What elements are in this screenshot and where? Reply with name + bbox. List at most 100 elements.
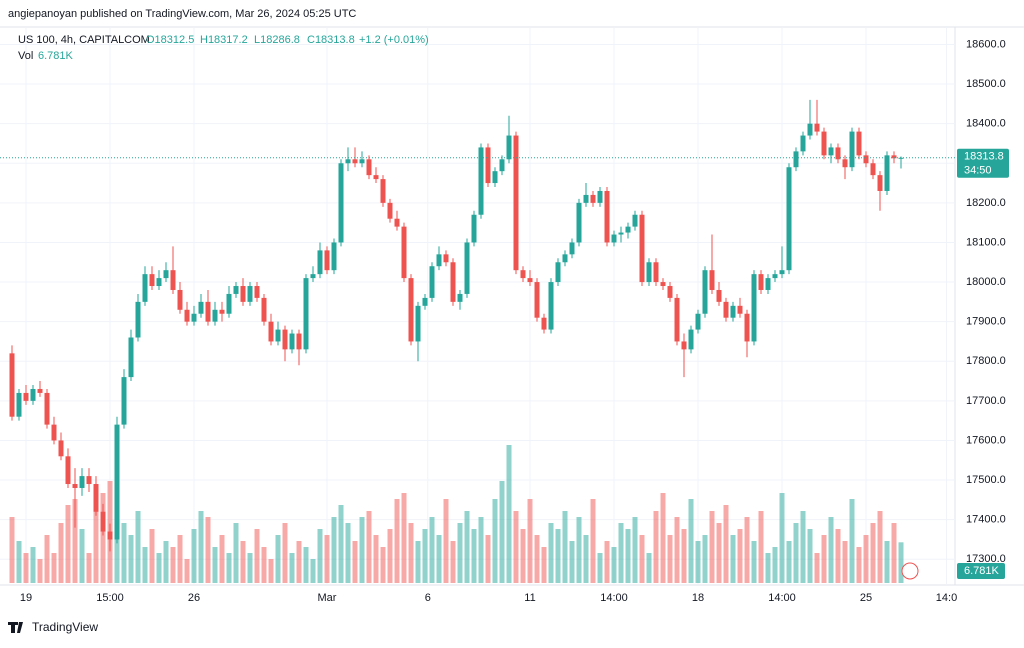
candle-body <box>121 377 127 425</box>
volume-bar <box>450 541 456 583</box>
candle-body <box>513 135 519 271</box>
x-tick-label: 6 <box>425 592 431 604</box>
volume-bar <box>261 547 267 583</box>
candle-body <box>828 147 834 156</box>
candle-body <box>394 218 400 227</box>
volume-bar <box>464 511 470 583</box>
candle-body <box>751 274 757 342</box>
volume-bar <box>163 541 169 583</box>
volume-bar <box>471 529 477 583</box>
volume-bar <box>443 499 449 583</box>
candle-body <box>100 511 106 532</box>
volume-bar <box>485 535 491 583</box>
candle-body <box>863 155 869 164</box>
volume-bar <box>352 541 358 583</box>
candle-body <box>765 278 771 290</box>
candle-body <box>114 424 120 540</box>
candle-body <box>492 171 498 184</box>
volume-bar <box>702 535 708 583</box>
y-tick-label: 17300.0 <box>966 553 1006 565</box>
volume-bar <box>296 541 302 583</box>
ohlc-low: L18286.8 <box>254 34 300 46</box>
volume-bar <box>198 511 204 583</box>
y-tick-label: 17600.0 <box>966 434 1006 446</box>
volume-bar <box>247 553 253 583</box>
volume-bar <box>387 529 393 583</box>
candle-body <box>198 301 204 314</box>
volume-bar <box>576 517 582 583</box>
candle-body <box>800 135 806 152</box>
volume-bar <box>758 511 764 583</box>
candle-body <box>170 270 176 290</box>
volume-bar <box>555 529 561 583</box>
candle-body <box>422 297 428 306</box>
y-tick-label: 18100.0 <box>966 236 1006 248</box>
x-tick-label: 19 <box>20 592 32 604</box>
volume-bar <box>240 541 246 583</box>
volume-bar <box>212 547 218 583</box>
volume-bar <box>310 559 316 583</box>
volume-bar <box>625 529 631 583</box>
candles <box>9 99 904 552</box>
y-tick-label: 17700.0 <box>966 395 1006 407</box>
volume-bar <box>422 529 428 583</box>
volume-bar <box>786 541 792 583</box>
candle-body <box>240 286 246 302</box>
candle-body <box>716 289 722 302</box>
volume-bar <box>142 547 148 583</box>
volume-bar <box>492 499 498 583</box>
volume-bar <box>744 517 750 583</box>
candle-body <box>534 282 540 318</box>
ohlc-close: C18313.8 <box>307 34 355 46</box>
candle-body <box>702 270 708 314</box>
volume-bar <box>100 493 106 583</box>
candle-body <box>233 286 239 294</box>
candle-body <box>296 333 302 350</box>
x-tick-label: 14:00 <box>768 592 796 604</box>
volume-value: 6.781K <box>38 50 74 62</box>
volume-bar <box>205 517 211 583</box>
volume-bar <box>807 529 813 583</box>
candle-body <box>275 329 281 342</box>
candle-body <box>744 313 750 342</box>
candle-body <box>30 388 36 401</box>
candle-body <box>478 147 484 215</box>
volume-bar <box>716 523 722 583</box>
y-tick-label: 17900.0 <box>966 316 1006 328</box>
candle-body <box>51 424 57 441</box>
candle-body <box>786 167 792 271</box>
candle-body <box>450 262 456 302</box>
volume-bar <box>30 547 36 583</box>
volume-bar <box>219 535 225 583</box>
volume-bar <box>695 541 701 583</box>
volume-bar <box>709 511 715 583</box>
volume-bar <box>604 541 610 583</box>
volume-bar <box>681 529 687 583</box>
y-tick-label: 18500.0 <box>966 78 1006 90</box>
candle-body <box>219 309 225 314</box>
volume-bar <box>254 529 260 583</box>
y-tick-label: 17400.0 <box>966 514 1006 526</box>
volume-bar <box>226 553 232 583</box>
volume-bar <box>877 511 883 583</box>
candle-body <box>16 392 22 417</box>
candle-body <box>527 278 533 283</box>
candle-body <box>835 147 841 160</box>
volume-bar <box>156 553 162 583</box>
candle-body <box>331 242 337 271</box>
candle-body <box>555 262 561 283</box>
volume-bar <box>751 541 757 583</box>
candle-body <box>793 151 799 168</box>
volume-bar <box>597 553 603 583</box>
volume-bar <box>842 541 848 583</box>
volume-bar <box>499 481 505 583</box>
candle-body <box>772 274 778 279</box>
y-tick-label: 18200.0 <box>966 197 1006 209</box>
candle-body <box>639 214 645 283</box>
grid <box>0 27 955 585</box>
volume-bar <box>646 553 652 583</box>
volume-bar <box>779 493 785 583</box>
candle-body <box>142 274 148 302</box>
volume-bar <box>457 523 463 583</box>
candle-body <box>597 190 603 203</box>
